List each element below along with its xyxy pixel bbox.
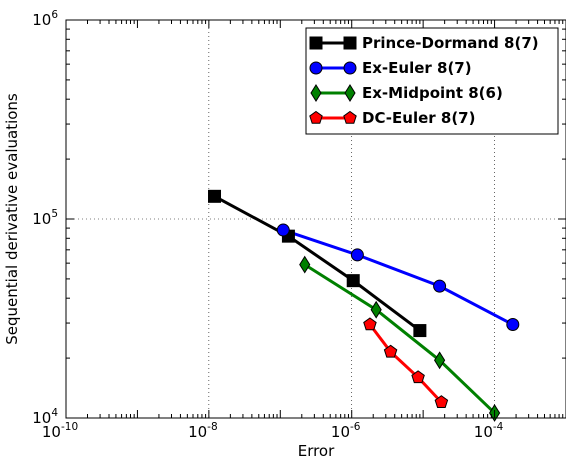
data-point-pentagon <box>363 317 377 331</box>
data-point-circle <box>350 248 364 262</box>
data-point-pentagon <box>383 344 398 358</box>
legend-label: Prince-Dormand 8(7) <box>362 34 539 52</box>
legend-marker <box>344 84 356 102</box>
x-tick-label: 10-10 <box>42 421 78 441</box>
data-point-circle <box>506 318 520 332</box>
legend-label: Ex-Euler 8(7) <box>362 59 472 77</box>
legend-marker <box>343 61 357 75</box>
series-line-1 <box>282 228 514 326</box>
tick-labels: 10-10 10-8 10-6 10-4 104 105 106 <box>32 9 503 441</box>
data-point-circle <box>433 279 447 293</box>
grid <box>66 20 566 418</box>
series-markers <box>208 189 520 422</box>
legend-marker <box>343 110 357 124</box>
data-point-square <box>346 274 360 288</box>
data-point-square <box>208 189 222 203</box>
legend-marker <box>309 36 323 50</box>
legend-marker <box>309 110 323 124</box>
y-axis-label: Sequential derivative evaluations <box>3 93 21 345</box>
y-tick-label: 105 <box>32 208 58 228</box>
legend-marker <box>310 84 322 102</box>
y-tick-label: 104 <box>32 407 58 427</box>
data-point-pentagon <box>411 370 425 384</box>
legend-marker <box>343 36 357 50</box>
x-tick-label: 10-4 <box>474 421 504 441</box>
y-tick-label: 106 <box>32 9 58 29</box>
series-line-0 <box>213 195 421 332</box>
series-line-3 <box>368 323 443 404</box>
series-line-2 <box>303 263 496 415</box>
legend-marker <box>309 61 323 75</box>
data-point-diamond <box>434 351 446 370</box>
data-point-pentagon <box>434 395 449 408</box>
x-axis-label: Error <box>298 442 335 460</box>
series-lines <box>213 195 514 415</box>
data-point-square <box>413 324 427 338</box>
legend: Prince-Dormand 8(7) Ex-Euler 8(7) Ex-Midpo… <box>305 27 559 135</box>
x-tick-label: 10-8 <box>188 421 218 441</box>
data-point-diamond <box>299 255 311 274</box>
data-point-circle <box>276 223 290 237</box>
x-tick-label: 10-6 <box>331 421 361 441</box>
axis-ticks <box>65 19 566 419</box>
legend-label: Ex-Midpoint 8(6) <box>362 84 503 102</box>
legend-label: DC-Euler 8(7) <box>362 109 475 127</box>
data-point-diamond <box>370 300 382 319</box>
